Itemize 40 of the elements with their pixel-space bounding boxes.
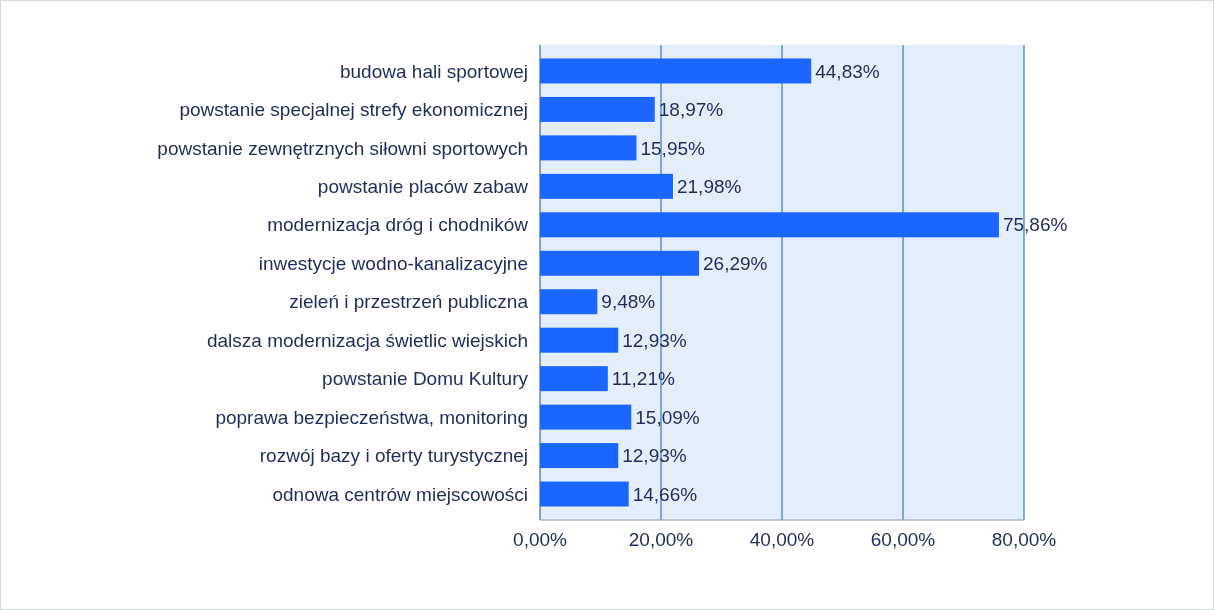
bar <box>540 250 700 276</box>
y-tick-label: powstanie specjalnej strefy ekonomicznej <box>179 99 528 121</box>
bar <box>540 404 632 430</box>
bar <box>540 135 637 161</box>
x-tick-label: 0,00% <box>513 529 568 550</box>
y-tick-label: powstanie zewnętrznych siłowni sportowych <box>157 137 528 159</box>
y-tick-label: rozwój bazy i oferty turystycznej <box>259 445 528 467</box>
data-label: 15,09% <box>635 406 700 428</box>
y-tick-label: poprawa bezpieczeństwa, monitoring <box>215 406 528 428</box>
data-label: 21,98% <box>676 176 742 197</box>
data-label: 15,95% <box>640 137 706 159</box>
data-label: 12,93% <box>622 329 687 351</box>
data-label: 18,97% <box>658 99 724 121</box>
data-label: 14,66% <box>632 483 698 505</box>
bar <box>540 366 608 392</box>
x-tick-label: 40,00% <box>749 529 815 550</box>
data-label: 12,93% <box>622 445 687 467</box>
x-tick-label: 60,00% <box>870 529 936 550</box>
y-tick-label: powstanie Domu Kultury <box>322 368 529 390</box>
y-tick-label: budowa hali sportowej <box>339 60 528 82</box>
y-tick-label: odnowa centrów miejscowości <box>272 483 528 505</box>
data-label: 44,83% <box>815 60 880 82</box>
data-label: 9,48% <box>601 291 656 313</box>
y-tick-label: inwestycje wodno-kanalizacyjne <box>258 252 528 274</box>
x-tick-label: 20,00% <box>628 529 694 550</box>
y-tick-label: modernizacja dróg i chodników <box>267 214 529 236</box>
bar <box>540 289 598 315</box>
y-tick-label: powstanie placów zabaw <box>317 176 529 197</box>
y-tick-label: dalsza modernizacja świetlic wiejskich <box>206 329 528 351</box>
bar <box>540 96 655 122</box>
data-label: 26,29% <box>703 252 768 274</box>
bar <box>540 173 673 199</box>
y-tick-label: zieleń i przestrzeń publiczna <box>289 291 529 313</box>
bar <box>540 481 629 507</box>
bar <box>540 212 999 238</box>
bar <box>540 327 619 353</box>
x-tick-label: 80,00% <box>991 529 1057 550</box>
bar <box>540 443 619 469</box>
bar <box>540 58 812 84</box>
data-label: 11,21% <box>611 368 675 390</box>
